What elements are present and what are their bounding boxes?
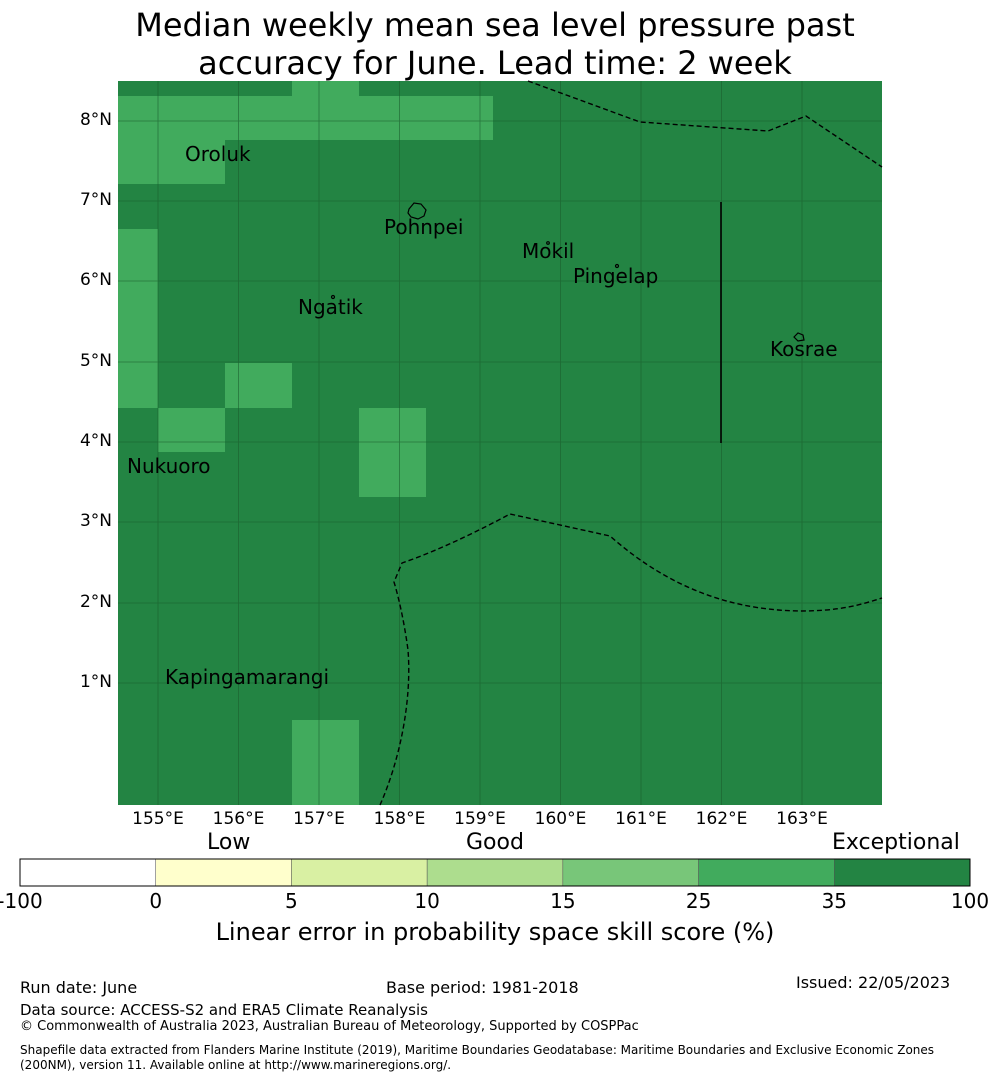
graticule xyxy=(118,81,882,805)
title-line-1: Median weekly mean sea level pressure pa… xyxy=(135,6,855,44)
skill-cell xyxy=(292,81,359,96)
colorbar-tick-minus100: -100 xyxy=(0,889,43,913)
lon-label-163e: 163°E xyxy=(776,809,828,829)
skill-cell xyxy=(359,408,426,497)
pohnpei-island-outline xyxy=(407,202,427,220)
skill-field-background xyxy=(118,81,882,805)
shapefile-credit-line-1: Shapefile data extracted from Flanders M… xyxy=(20,1043,935,1057)
colorbar-tick-35: 35 xyxy=(821,889,848,913)
place-label-kosrae: Kosrae xyxy=(770,337,838,361)
title-line-2: accuracy for June. Lead time: 2 week xyxy=(198,44,792,82)
eez-boundary-south xyxy=(379,513,883,806)
lon-label-159e: 159°E xyxy=(454,809,506,829)
skill-cell xyxy=(118,140,225,184)
place-label-mokil: Mokil xyxy=(522,239,574,263)
colorbar-swatch xyxy=(562,858,699,887)
colorbar-swatch xyxy=(698,858,835,887)
place-labels: Oroluk Pohnpei Mokil Pingelap Ngatik Kos… xyxy=(127,142,838,689)
lat-label-6n: 6°N xyxy=(79,270,112,290)
colorbar-tick-5: 5 xyxy=(285,889,298,913)
place-label-oroluk: Oroluk xyxy=(185,142,251,166)
issued-date: Issued: 22/05/2023 xyxy=(796,973,951,992)
colorbar-swatch xyxy=(834,858,971,887)
colorbar-swatch xyxy=(291,858,428,887)
data-source: Data source: ACCESS-S2 and ERA5 Climate … xyxy=(20,1001,428,1019)
ngatik-atoll xyxy=(330,294,336,300)
eez-boundaries xyxy=(379,80,883,806)
lon-label-157e: 157°E xyxy=(293,809,345,829)
lon-label-156e: 156°E xyxy=(212,809,265,829)
run-date: Run date: June xyxy=(20,978,138,997)
colorbar-swatch xyxy=(155,858,292,887)
colorbar-category-low: Low xyxy=(207,830,251,855)
pingelap-atoll xyxy=(614,263,620,269)
colorbar-swatch xyxy=(426,858,564,887)
place-label-pingelap: Pingelap xyxy=(573,264,658,288)
mokil-atoll xyxy=(546,241,550,245)
lon-label-155e: 155°E xyxy=(132,809,184,829)
colorbar-swatch xyxy=(19,858,156,887)
shapefile-credit-line-2: (200NM), version 11. Available online at… xyxy=(20,1058,452,1072)
skill-cell xyxy=(158,408,225,452)
lat-label-3n: 3°N xyxy=(79,511,112,531)
colorbar-category-exceptional: Exceptional xyxy=(832,830,960,855)
colorbar-swatches xyxy=(19,858,971,887)
colorbar xyxy=(19,858,971,887)
skill-cells-25-35 xyxy=(118,81,493,805)
place-label-nukuoro: Nukuoro xyxy=(127,454,211,478)
colorbar-label: Linear error in probability space skill … xyxy=(215,918,775,946)
lon-label-162e: 162°E xyxy=(695,809,748,829)
islands xyxy=(330,202,805,342)
place-label-pohnpei: Pohnpei xyxy=(384,215,464,239)
colorbar-tick-25: 25 xyxy=(685,889,712,913)
colorbar-tick-10: 10 xyxy=(414,889,440,913)
skill-cell xyxy=(225,363,292,408)
lon-label-158e: 158°E xyxy=(373,809,426,829)
skill-cell xyxy=(118,229,158,408)
skill-cell xyxy=(118,96,493,140)
chart-title: Median weekly mean sea level pressure pa… xyxy=(0,6,990,82)
lat-label-2n: 2°N xyxy=(79,592,112,612)
colorbar-tick-100: 100 xyxy=(950,889,990,913)
lon-label-160e: 160°E xyxy=(534,809,587,829)
lat-label-1n: 1°N xyxy=(79,672,112,692)
colorbar-tick-15: 15 xyxy=(550,889,576,913)
base-period: Base period: 1981-2018 xyxy=(386,978,579,997)
lon-label-161e: 161°E xyxy=(615,809,667,829)
lat-label-8n: 8°N xyxy=(79,110,112,130)
copyright-notice: © Commonwealth of Australia 2023, Austra… xyxy=(20,1019,639,1034)
map-panel: Oroluk Pohnpei Mokil Pingelap Ngatik Kos… xyxy=(118,80,883,806)
colorbar-frame xyxy=(19,858,971,887)
kosrae-island-outline xyxy=(793,332,805,342)
skill-cell xyxy=(292,720,359,805)
lat-label-4n: 4°N xyxy=(79,431,112,451)
colorbar-category-good: Good xyxy=(466,830,524,855)
lat-label-5n: 5°N xyxy=(79,351,112,371)
lat-label-7n: 7°N xyxy=(79,190,112,210)
place-label-kapingamarangi: Kapingamarangi xyxy=(165,665,329,689)
colorbar-tick-0: 0 xyxy=(149,889,163,913)
place-label-ngatik: Ngatik xyxy=(298,295,363,319)
